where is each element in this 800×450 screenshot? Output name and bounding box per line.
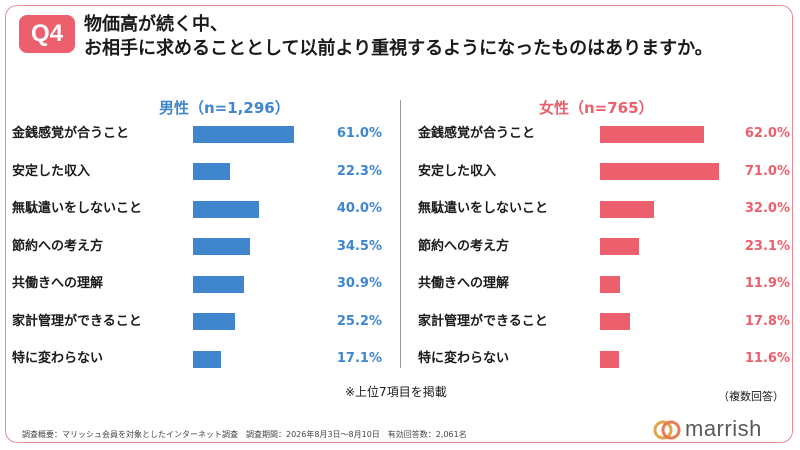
male-panel-title: 男性（n=1,296）: [159, 99, 290, 117]
category-label: 特に変わらない: [12, 351, 104, 366]
bar-female: [600, 238, 639, 255]
value-label: 17.8%: [744, 313, 790, 329]
question-title-line1: 物価高が続く中、: [84, 14, 228, 35]
value-label: 40.0%: [336, 201, 382, 216]
category-label: 無駄遣いをしないこと: [12, 201, 143, 216]
value-label: 62.0%: [744, 126, 790, 141]
question-badge: Q4: [19, 15, 75, 53]
bar-male: [193, 350, 222, 368]
value-label: 30.9%: [336, 276, 382, 291]
value-label: 11.6%: [744, 351, 790, 366]
panel-divider: [400, 100, 401, 368]
survey-footer: 調査概要：マリッシュ会員を対象としたインターネット調査 調査期間：2026年8月…: [22, 430, 467, 439]
bar-female: [600, 350, 620, 368]
bar-female: [600, 125, 705, 143]
logo-text: marrish: [685, 416, 762, 441]
multiple-answer-note: （複数回答）: [718, 390, 784, 403]
category-label: 安定した収入: [418, 163, 497, 179]
bar-male: [193, 200, 259, 218]
bar-female: [600, 313, 630, 330]
value-label: 22.3%: [336, 163, 382, 179]
marrish-logo: marrish: [652, 415, 762, 443]
value-label: 61.0%: [336, 126, 382, 141]
bar-male: [193, 238, 250, 255]
value-label: 32.0%: [744, 201, 790, 216]
value-label: 34.5%: [336, 238, 382, 254]
category-label: 金銭感覚が合うこと: [418, 126, 536, 141]
bar-male: [193, 275, 244, 293]
value-label: 23.1%: [744, 238, 790, 254]
category-label: 金銭感覚が合うこと: [12, 126, 130, 141]
question-title: 物価高が続く中、 お相手に求めることとして以前より重視するようになったものはあり…: [84, 13, 784, 61]
category-label: 節約への考え方: [418, 238, 510, 254]
bar-female: [600, 200, 654, 218]
category-label: 無駄遣いをしないこと: [418, 201, 549, 216]
bar-male: [193, 163, 230, 180]
bar-female: [600, 275, 620, 293]
category-label: 節約への考え方: [12, 238, 104, 254]
value-label: 17.1%: [336, 351, 382, 366]
value-label: 25.2%: [336, 313, 382, 329]
bar-female: [600, 163, 720, 180]
category-label: 家計管理ができること: [12, 313, 142, 329]
top7-note: ※上位7項目を掲載: [345, 385, 447, 399]
category-label: 特に変わらない: [418, 351, 510, 366]
category-label: 共働きへの理解: [12, 276, 104, 291]
value-label: 11.9%: [744, 276, 790, 291]
rings-logo-icon: [653, 420, 681, 440]
category-label: 共働きへの理解: [418, 276, 510, 291]
female-panel-title: 女性（n=765）: [539, 99, 654, 117]
bar-male: [193, 125, 294, 143]
bar-male: [193, 313, 235, 330]
category-label: 家計管理ができること: [418, 313, 548, 329]
value-label: 71.0%: [744, 163, 790, 179]
question-title-line2: お相手に求めることとして以前より重視するようになったものはありますか。: [84, 38, 713, 59]
card-frame: [5, 5, 793, 443]
category-label: 安定した収入: [12, 163, 91, 179]
